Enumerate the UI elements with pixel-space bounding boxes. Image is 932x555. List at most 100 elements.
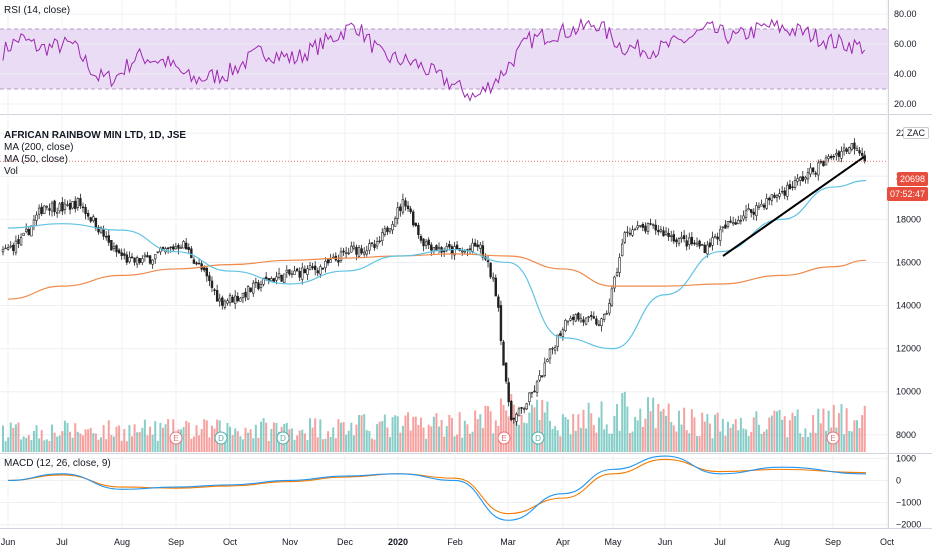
candle-body bbox=[48, 208, 51, 211]
volume-bar bbox=[105, 439, 108, 452]
volume-bar bbox=[35, 425, 38, 452]
volume-bar bbox=[272, 422, 275, 452]
volume-bar bbox=[755, 411, 758, 452]
candle-body bbox=[231, 296, 234, 303]
candle-body bbox=[399, 206, 402, 211]
volume-bar bbox=[843, 434, 846, 452]
candle-body bbox=[169, 246, 172, 249]
candle-body bbox=[662, 230, 665, 237]
candle-body bbox=[172, 246, 175, 250]
dividend-event-icon[interactable] bbox=[276, 431, 290, 445]
volume-bar bbox=[641, 426, 644, 452]
candle-body bbox=[154, 254, 157, 260]
volume-bar bbox=[352, 435, 355, 452]
candle-body bbox=[752, 211, 755, 215]
candle-body bbox=[141, 258, 144, 263]
candle-body bbox=[806, 172, 810, 180]
dividend-event-icon[interactable] bbox=[214, 431, 228, 445]
volume-bar bbox=[763, 431, 766, 452]
volume-bar bbox=[136, 432, 139, 452]
volume-bar bbox=[270, 429, 273, 452]
volume-bar bbox=[546, 401, 549, 452]
time-axis-label: Sep bbox=[825, 537, 841, 547]
candle-body bbox=[298, 270, 301, 278]
candle-body bbox=[386, 227, 389, 233]
volume-bar bbox=[131, 436, 133, 452]
volume-bar bbox=[2, 425, 4, 452]
candle-body bbox=[30, 225, 33, 237]
volume-bar bbox=[623, 391, 626, 452]
volume-bar bbox=[61, 431, 64, 452]
symbol-title[interactable]: AFRICAN RAINBOW MIN LTD, 1D, JSE bbox=[4, 130, 187, 141]
ma50-label[interactable]: MA (50, close) bbox=[4, 154, 68, 165]
candle-body bbox=[675, 239, 678, 243]
rsi-line[interactable] bbox=[2, 17, 866, 102]
candle-body bbox=[682, 235, 686, 240]
currency-badge[interactable]: ZAC bbox=[903, 127, 929, 139]
candle-body bbox=[757, 205, 761, 208]
candle-body bbox=[651, 224, 655, 226]
candle-body bbox=[117, 249, 121, 254]
earnings-event-icon[interactable] bbox=[826, 431, 840, 445]
ma200-label[interactable]: MA (200, close) bbox=[4, 142, 74, 153]
volume-bar bbox=[760, 433, 763, 452]
volume-bar bbox=[701, 412, 704, 452]
volume-bar bbox=[605, 424, 608, 452]
candle-body bbox=[595, 318, 598, 325]
candle-body bbox=[213, 289, 216, 291]
volume-bar bbox=[187, 422, 190, 452]
candle-body bbox=[177, 245, 180, 249]
candle-body bbox=[491, 277, 495, 280]
macd-line[interactable] bbox=[7, 455, 867, 521]
volume-bar bbox=[368, 431, 371, 452]
candle-body bbox=[592, 316, 596, 319]
candle-body bbox=[143, 254, 147, 257]
volume-bar bbox=[608, 433, 611, 452]
volume-bar bbox=[592, 425, 595, 452]
volume-bar bbox=[138, 432, 141, 452]
volume-bar bbox=[332, 427, 335, 452]
time-axis-label: Aug bbox=[774, 537, 790, 547]
candle-body bbox=[128, 256, 131, 263]
volume-bar bbox=[440, 419, 443, 452]
candle-body bbox=[352, 245, 356, 249]
candle-body bbox=[517, 408, 521, 417]
volume-bar bbox=[512, 404, 515, 452]
candlestick-series[interactable] bbox=[1, 138, 866, 426]
volume-bar bbox=[334, 438, 337, 452]
candle-body bbox=[778, 193, 781, 197]
volume-bar bbox=[683, 407, 686, 452]
volume-bar bbox=[404, 415, 407, 452]
volume-bar bbox=[48, 441, 51, 452]
volume-bar bbox=[430, 426, 433, 452]
volume-bar bbox=[324, 438, 327, 452]
candle-body bbox=[290, 273, 294, 275]
earnings-event-icon[interactable] bbox=[169, 431, 183, 445]
volume-bar bbox=[288, 429, 291, 452]
volume-bar bbox=[561, 414, 564, 452]
candle-body bbox=[561, 329, 565, 337]
ma200-line[interactable] bbox=[7, 253, 867, 300]
volume-bar bbox=[463, 420, 466, 452]
ma50-line[interactable] bbox=[7, 180, 867, 350]
candle-body bbox=[370, 242, 374, 244]
earnings-event-icon[interactable] bbox=[497, 431, 511, 445]
volume-bar bbox=[30, 440, 33, 452]
volume-label[interactable]: Vol bbox=[4, 166, 18, 177]
volume-bar bbox=[100, 437, 103, 452]
candle-body bbox=[210, 280, 214, 288]
trendline[interactable] bbox=[722, 156, 865, 257]
candle-body bbox=[855, 148, 859, 151]
volume-bar bbox=[303, 433, 306, 452]
candle-body bbox=[473, 242, 477, 247]
dividend-event-icon[interactable] bbox=[531, 431, 545, 445]
rsi-band bbox=[0, 29, 888, 89]
volume-bar bbox=[254, 424, 257, 452]
volume-bar bbox=[234, 428, 237, 452]
candle-body bbox=[571, 316, 575, 320]
candle-body bbox=[837, 151, 841, 157]
time-axis-label: Nov bbox=[282, 537, 299, 547]
candle-body bbox=[74, 200, 77, 209]
